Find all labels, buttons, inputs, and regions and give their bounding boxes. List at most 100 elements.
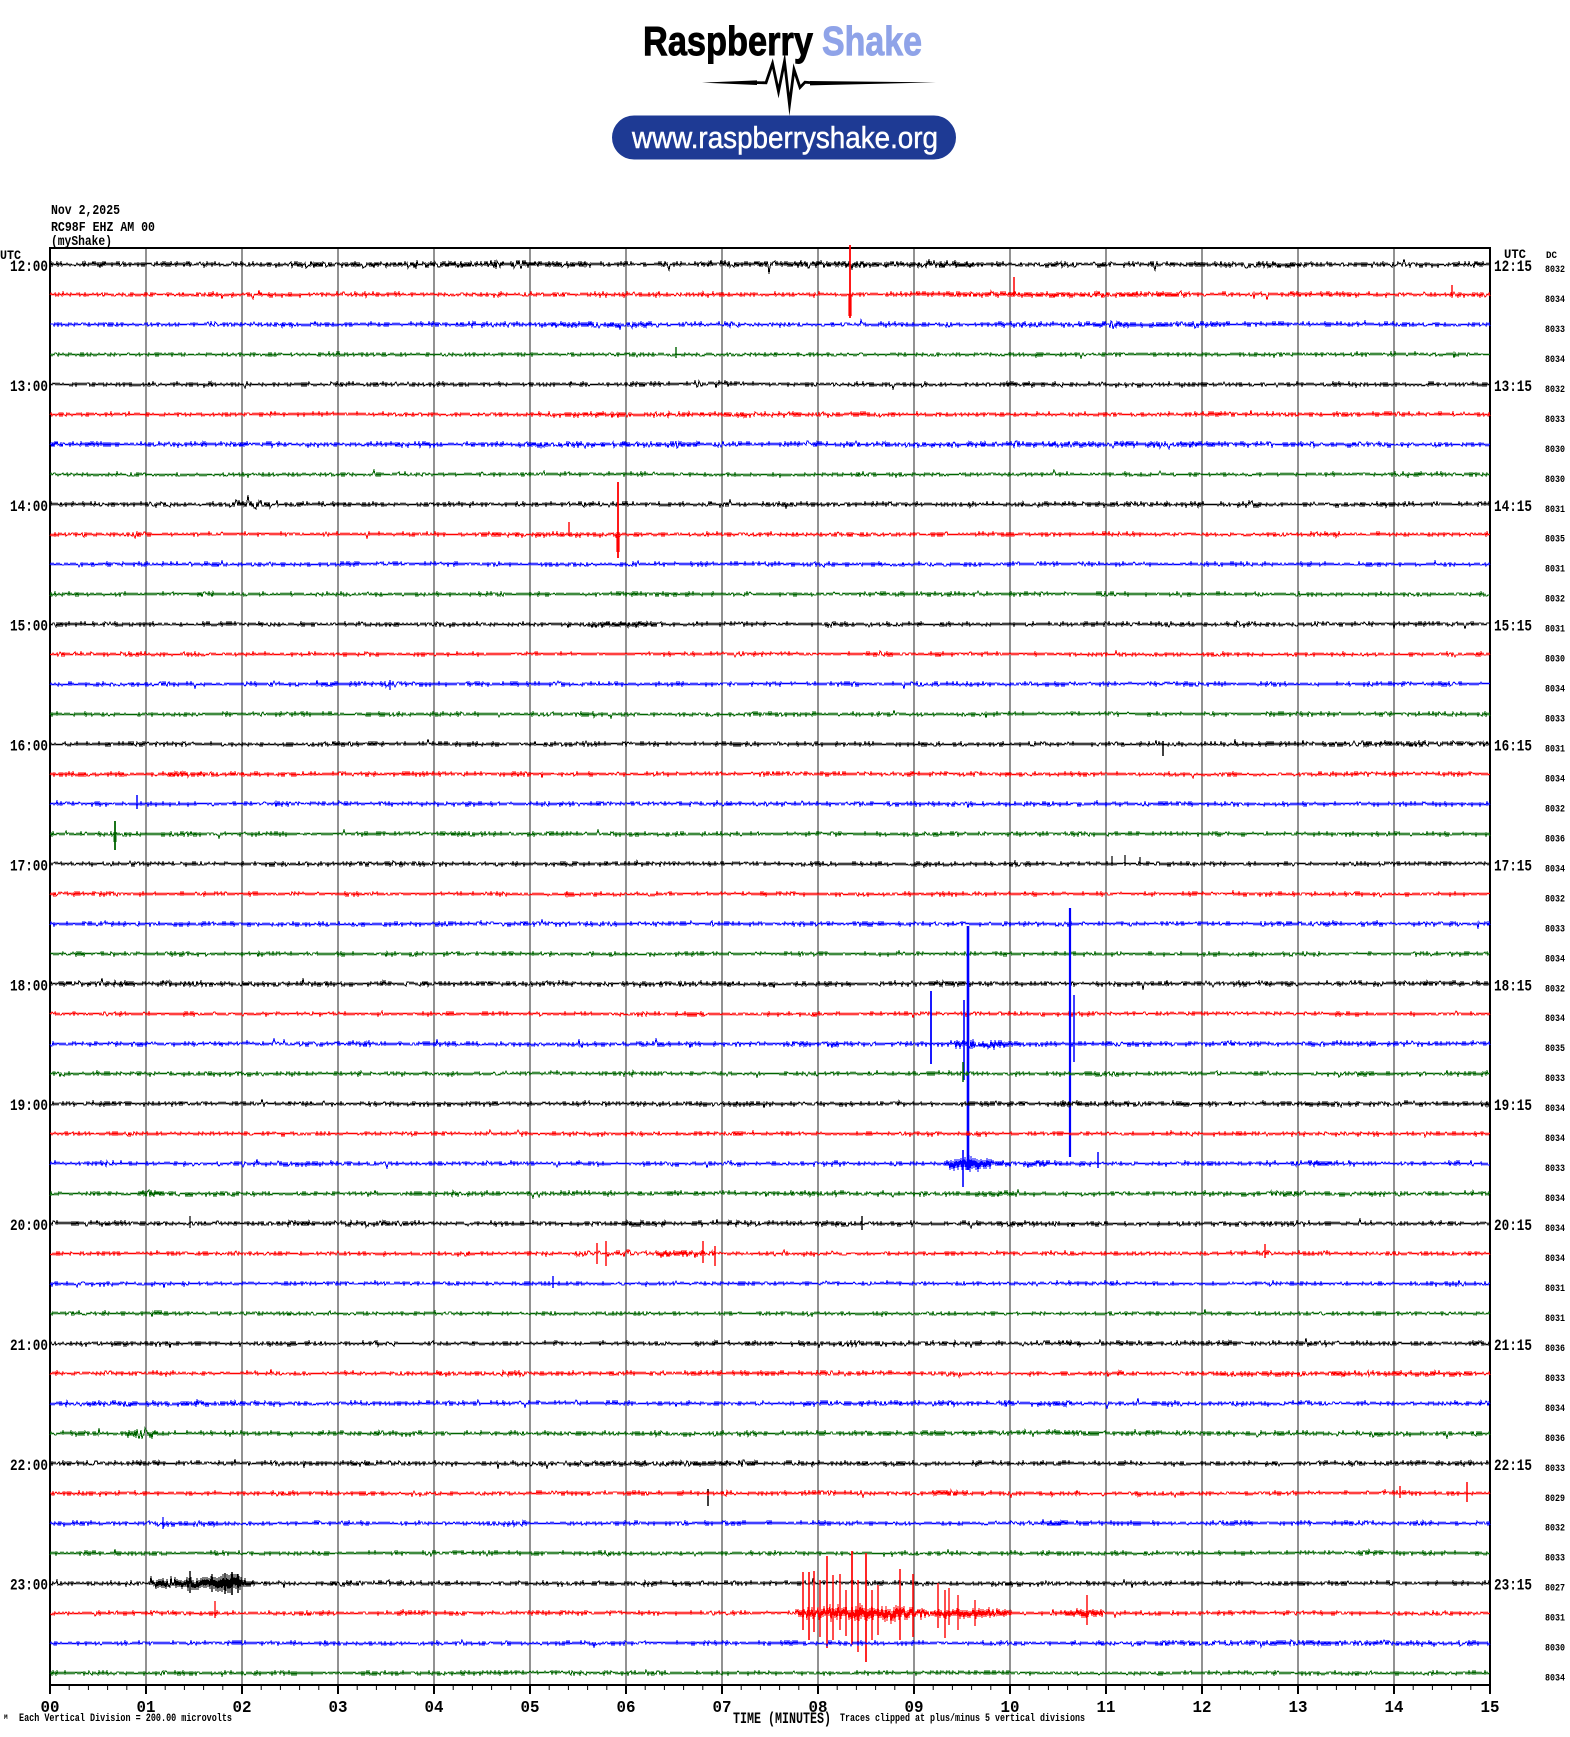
svg-text:8030: 8030: [1545, 445, 1565, 456]
svg-text:8036: 8036: [1545, 834, 1565, 845]
svg-text:02: 02: [233, 1699, 252, 1718]
svg-text:19:15: 19:15: [1494, 1097, 1532, 1115]
svg-text:20:00: 20:00: [10, 1217, 48, 1235]
svg-text:8034: 8034: [1545, 1674, 1565, 1685]
svg-text:(myShake): (myShake): [51, 234, 112, 250]
svg-text:8033: 8033: [1545, 924, 1565, 935]
svg-text:15: 15: [1481, 1699, 1500, 1718]
svg-text:19:00: 19:00: [10, 1097, 48, 1115]
svg-text:12:15: 12:15: [1494, 258, 1532, 276]
svg-text:8034: 8034: [1545, 355, 1565, 366]
svg-text:TIME (MINUTES): TIME (MINUTES): [733, 1710, 831, 1728]
svg-text:17:00: 17:00: [10, 857, 48, 875]
svg-text:00: 00: [41, 1699, 60, 1718]
svg-text:8034: 8034: [1545, 1404, 1565, 1415]
svg-text:8035: 8035: [1545, 535, 1565, 546]
svg-text:8033: 8033: [1545, 1464, 1565, 1475]
svg-text:8031: 8031: [1545, 565, 1565, 576]
svg-text:8032: 8032: [1545, 385, 1565, 396]
svg-text:01: 01: [137, 1699, 156, 1718]
svg-text:8034: 8034: [1545, 1104, 1565, 1115]
svg-text:8031: 8031: [1545, 1314, 1565, 1325]
svg-text:8034: 8034: [1545, 1254, 1565, 1265]
svg-text:14:15: 14:15: [1494, 498, 1532, 516]
svg-text:8034: 8034: [1545, 1134, 1565, 1145]
svg-text:07: 07: [713, 1699, 732, 1718]
svg-text:8036: 8036: [1545, 1434, 1565, 1445]
svg-text:8033: 8033: [1545, 1074, 1565, 1085]
svg-text:16:00: 16:00: [10, 738, 48, 756]
svg-text:22:00: 22:00: [10, 1457, 48, 1475]
svg-text:8032: 8032: [1545, 265, 1565, 276]
svg-text:20:15: 20:15: [1494, 1217, 1532, 1235]
svg-text:23:00: 23:00: [10, 1577, 48, 1595]
svg-text:8032: 8032: [1545, 1524, 1565, 1535]
svg-text:DC: DC: [1546, 251, 1557, 262]
svg-text:05: 05: [521, 1699, 540, 1718]
svg-text:8031: 8031: [1545, 1284, 1565, 1295]
svg-text:8033: 8033: [1545, 415, 1565, 426]
svg-text:8034: 8034: [1545, 295, 1565, 306]
svg-text:Nov 2,2025: Nov 2,2025: [51, 203, 120, 219]
svg-text:15:00: 15:00: [10, 618, 48, 636]
svg-text:09: 09: [905, 1699, 924, 1718]
svg-text:06: 06: [617, 1699, 636, 1718]
svg-text:8034: 8034: [1545, 685, 1565, 696]
svg-text:8029: 8029: [1545, 1494, 1565, 1505]
svg-text:8033: 8033: [1545, 325, 1565, 336]
svg-text:18:00: 18:00: [10, 977, 48, 995]
svg-text:8034: 8034: [1545, 1014, 1565, 1025]
svg-text:8033: 8033: [1545, 1374, 1565, 1385]
svg-text:8031: 8031: [1545, 1614, 1565, 1625]
svg-text:8030: 8030: [1545, 1644, 1565, 1655]
svg-text:www.raspberryshake.org: www.raspberryshake.org: [631, 120, 938, 155]
svg-text:8034: 8034: [1545, 954, 1565, 965]
svg-text:8033: 8033: [1545, 1164, 1565, 1175]
svg-text:21:15: 21:15: [1494, 1337, 1532, 1355]
svg-text:UTC: UTC: [0, 249, 21, 263]
svg-text:21:00: 21:00: [10, 1337, 48, 1355]
svg-text:Traces clipped at plus/minus 5: Traces clipped at plus/minus 5 vertical …: [840, 1713, 1085, 1725]
svg-text:8030: 8030: [1545, 475, 1565, 486]
svg-text:12:00: 12:00: [10, 258, 48, 276]
svg-text:UTC: UTC: [1504, 248, 1526, 262]
svg-text:8031: 8031: [1545, 505, 1565, 516]
svg-text:22:15: 22:15: [1494, 1457, 1532, 1475]
svg-text:Raspberry: Raspberry: [643, 18, 813, 64]
svg-text:RC98F EHZ AM 00: RC98F EHZ AM 00: [51, 220, 155, 236]
svg-text:Each Vertical Division = 200.: Each Vertical Division = 200.00 microvol…: [19, 1713, 232, 1725]
svg-text:8033: 8033: [1545, 1554, 1565, 1565]
svg-text:8034: 8034: [1545, 864, 1565, 875]
svg-text:17:15: 17:15: [1494, 857, 1532, 875]
svg-text:14:00: 14:00: [10, 498, 48, 516]
svg-text:8032: 8032: [1545, 805, 1565, 816]
svg-text:8032: 8032: [1545, 595, 1565, 606]
svg-text:8034: 8034: [1545, 775, 1565, 786]
svg-text:8032: 8032: [1545, 894, 1565, 905]
svg-text:8034: 8034: [1545, 1194, 1565, 1205]
svg-text:11: 11: [1097, 1699, 1116, 1718]
svg-text:18:15: 18:15: [1494, 977, 1532, 995]
svg-text:15:15: 15:15: [1494, 618, 1532, 636]
svg-text:12: 12: [1193, 1699, 1212, 1718]
svg-text:8031: 8031: [1545, 745, 1565, 756]
svg-text:8031: 8031: [1545, 625, 1565, 636]
svg-text:13:00: 13:00: [10, 378, 48, 396]
svg-text:16:15: 16:15: [1494, 738, 1532, 756]
svg-text:8030: 8030: [1545, 655, 1565, 666]
svg-text:04: 04: [425, 1699, 444, 1718]
svg-text:M: M: [4, 1714, 8, 1721]
svg-text:10: 10: [1001, 1699, 1020, 1718]
svg-text:8033: 8033: [1545, 715, 1565, 726]
svg-text:14: 14: [1385, 1699, 1404, 1718]
svg-text:03: 03: [329, 1699, 348, 1718]
svg-text:8032: 8032: [1545, 984, 1565, 995]
svg-text:8035: 8035: [1545, 1044, 1565, 1055]
svg-text:Shake: Shake: [822, 18, 922, 64]
svg-text:13: 13: [1289, 1699, 1308, 1718]
svg-text:13:15: 13:15: [1494, 378, 1532, 396]
svg-text:8036: 8036: [1545, 1344, 1565, 1355]
svg-text:08: 08: [809, 1699, 828, 1718]
svg-text:8027: 8027: [1545, 1584, 1565, 1595]
svg-text:23:15: 23:15: [1494, 1577, 1532, 1595]
